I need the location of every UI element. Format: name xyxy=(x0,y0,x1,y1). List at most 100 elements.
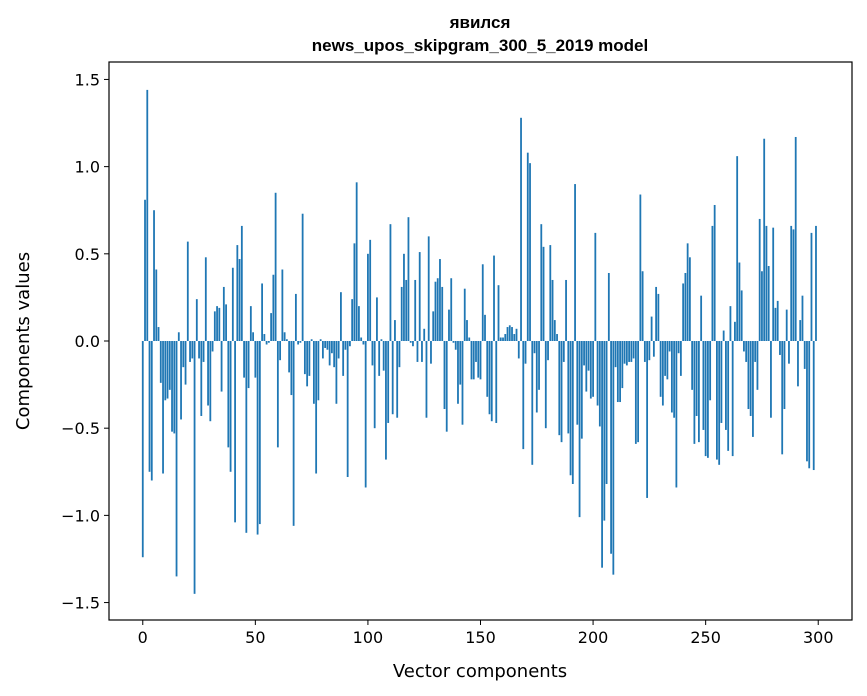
bar xyxy=(450,278,453,341)
bar xyxy=(601,341,603,568)
bar xyxy=(378,341,381,376)
bar xyxy=(583,341,585,366)
bar xyxy=(308,341,311,376)
bar xyxy=(553,320,556,341)
bar xyxy=(182,341,185,368)
bar xyxy=(720,341,723,423)
bar xyxy=(734,321,736,341)
bar xyxy=(281,269,284,341)
bar xyxy=(666,341,669,380)
bar xyxy=(344,341,347,350)
bar xyxy=(238,259,241,341)
bar xyxy=(184,341,187,385)
bar xyxy=(592,341,594,397)
bar xyxy=(342,341,345,376)
bar xyxy=(452,341,455,343)
bar xyxy=(743,341,745,352)
bar xyxy=(285,339,288,341)
bar xyxy=(709,341,712,401)
bar xyxy=(472,341,475,380)
bar xyxy=(231,267,234,341)
bar xyxy=(797,341,799,387)
bar xyxy=(310,339,313,341)
bar xyxy=(430,341,432,364)
bar xyxy=(457,341,459,404)
bar xyxy=(544,341,547,429)
x-tick-label: 50 xyxy=(245,628,265,647)
bar xyxy=(731,341,734,457)
bar xyxy=(506,327,509,341)
y-tick-label: −0.5 xyxy=(61,419,100,438)
bar xyxy=(754,341,757,362)
bar xyxy=(371,341,374,366)
bar xyxy=(403,253,405,341)
bar xyxy=(319,339,322,341)
bar xyxy=(556,334,558,341)
bar xyxy=(495,341,498,423)
bar xyxy=(283,332,286,341)
bar xyxy=(652,341,655,357)
bar xyxy=(249,306,252,342)
bar xyxy=(272,274,275,341)
bar xyxy=(164,341,167,401)
bar xyxy=(621,341,624,389)
bar xyxy=(303,341,306,375)
bar xyxy=(702,341,705,430)
bar xyxy=(369,239,372,341)
bar xyxy=(254,341,257,378)
x-tick-label: 150 xyxy=(465,628,496,647)
bar xyxy=(353,243,356,341)
bar xyxy=(810,232,813,341)
bar xyxy=(799,320,802,341)
bar xyxy=(346,341,349,478)
bar xyxy=(803,341,806,369)
bar xyxy=(499,337,502,341)
bar xyxy=(779,341,781,355)
x-axis-label: Vector components xyxy=(393,661,567,682)
bar xyxy=(292,341,295,526)
bar xyxy=(204,257,207,341)
bar xyxy=(580,341,583,439)
plot-frame xyxy=(108,61,853,621)
bar xyxy=(691,341,694,390)
bar xyxy=(468,337,471,341)
bar xyxy=(589,341,592,399)
bar xyxy=(515,328,518,341)
bar xyxy=(236,245,239,341)
bar xyxy=(331,341,333,354)
bar xyxy=(628,341,630,362)
bar xyxy=(704,341,707,457)
bar xyxy=(616,341,619,403)
bar xyxy=(418,252,421,341)
bar xyxy=(752,341,754,437)
y-axis-label: Components values xyxy=(13,252,34,430)
bar xyxy=(688,257,691,341)
bar xyxy=(162,341,164,474)
bar xyxy=(157,327,160,341)
bar xyxy=(317,341,320,401)
bar xyxy=(540,224,543,341)
bar xyxy=(497,285,500,341)
bar xyxy=(373,341,376,429)
bar xyxy=(535,341,538,413)
bar xyxy=(245,341,248,533)
bar xyxy=(414,279,417,341)
bar xyxy=(173,341,176,434)
bar xyxy=(693,341,696,444)
bar xyxy=(265,341,268,345)
bar xyxy=(220,341,223,392)
bar xyxy=(657,293,660,341)
bar xyxy=(222,286,225,341)
bar xyxy=(781,341,784,455)
bar xyxy=(511,327,513,341)
bar xyxy=(502,337,504,341)
bar xyxy=(727,341,730,451)
bar xyxy=(718,341,721,465)
bar xyxy=(603,341,606,521)
bar xyxy=(648,341,651,361)
bar xyxy=(761,271,763,341)
bar xyxy=(466,320,468,341)
bar xyxy=(234,341,236,523)
bar xyxy=(679,341,682,376)
bar xyxy=(776,300,779,341)
